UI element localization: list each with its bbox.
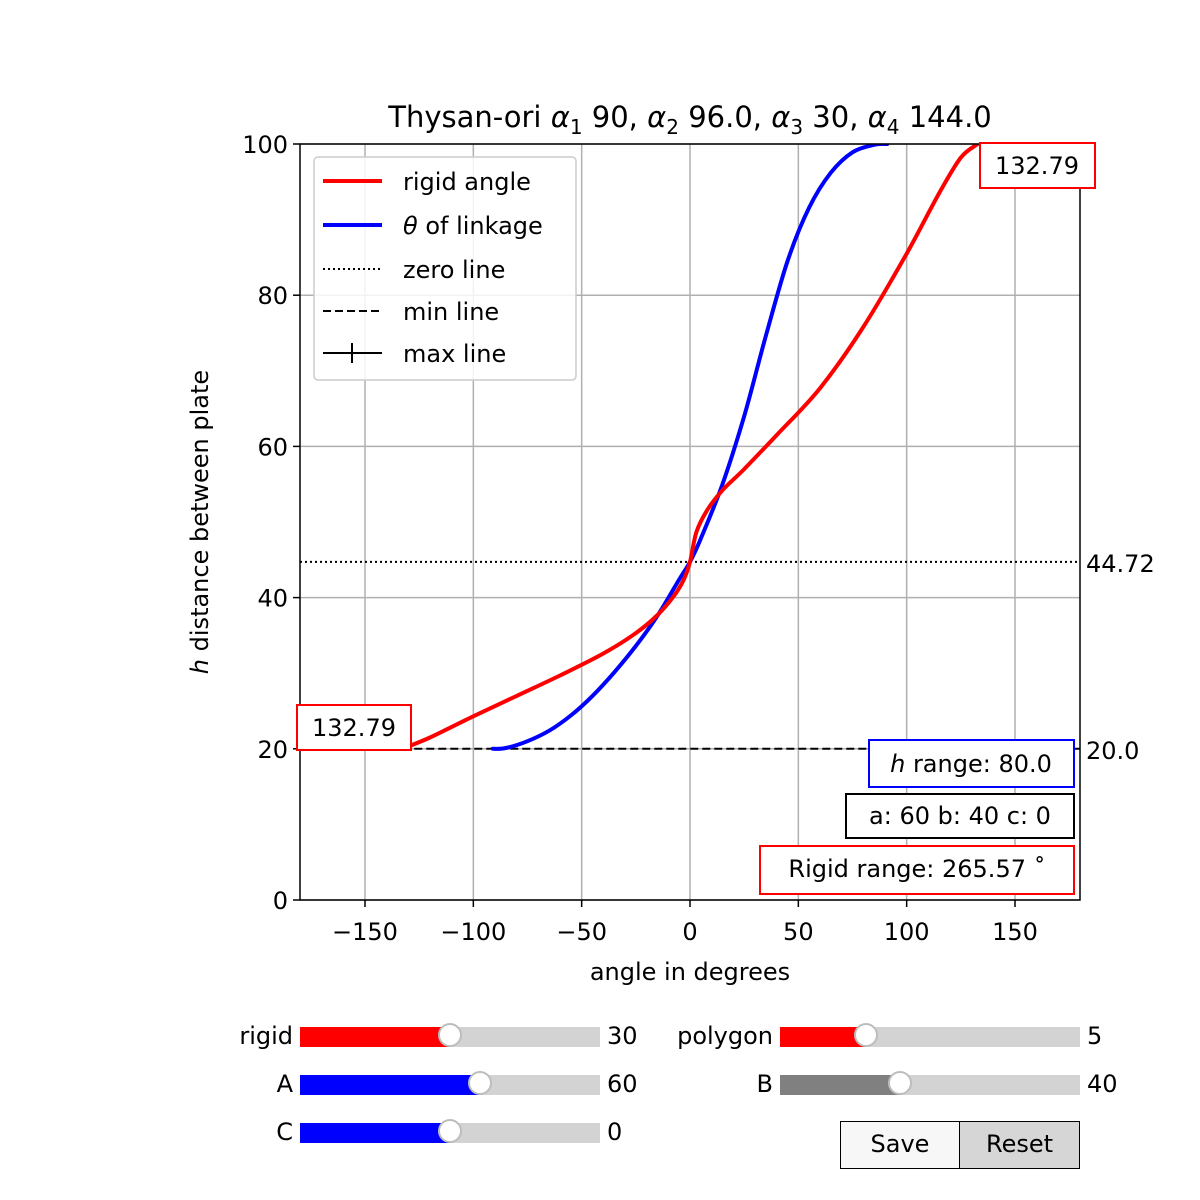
slider-value-rigid: 30 [607, 1022, 638, 1050]
legend-label-rigid: rigid angle [403, 168, 531, 196]
slider-b[interactable] [780, 1071, 1080, 1095]
slider-a[interactable] [300, 1071, 600, 1095]
zero-line-value: 44.72 [1086, 550, 1155, 578]
slider-fill-polygon [780, 1027, 866, 1047]
x-tick-label: −150 [332, 918, 398, 946]
x-tick-label: −100 [440, 918, 506, 946]
slider-value-c: 0 [607, 1118, 623, 1146]
max-angle-value: 132.79 [995, 152, 1079, 180]
slider-fill-c [300, 1123, 450, 1143]
slider-fill-b [780, 1075, 900, 1095]
y-tick-label: 0 [273, 887, 288, 915]
x-tick-label: 50 [783, 918, 814, 946]
slider-value-polygon: 5 [1087, 1022, 1103, 1050]
title-alpha-value: 90, [583, 100, 648, 134]
y-axis-label-text: distance between plate [186, 370, 214, 659]
title-alpha-symbol: α [868, 100, 887, 134]
legend-label-min: min line [403, 298, 499, 326]
title-alpha-subscript: 4 [887, 115, 900, 139]
slider-label-polygon: polygon [677, 1022, 773, 1050]
rigid-range-box [759, 845, 1075, 895]
legend-label-max: max line [403, 340, 506, 368]
legend-label-linkage: θ of linkage [403, 212, 543, 240]
title-alpha-value: 144.0 [900, 100, 992, 134]
series-rigid-angle [400, 144, 980, 751]
slider-label-b: B [756, 1070, 773, 1098]
slider-handle-c[interactable] [438, 1119, 462, 1143]
y-tick-label: 40 [257, 585, 288, 613]
slider-fill-a [300, 1075, 480, 1095]
slider-handle-b[interactable] [888, 1071, 912, 1095]
title-alpha-subscript: 2 [666, 115, 679, 139]
title-alpha-subscript: 3 [790, 115, 803, 139]
y-tick-label: 80 [257, 282, 288, 310]
save-button[interactable]: Save [840, 1121, 960, 1169]
slider-rigid[interactable] [300, 1023, 600, 1047]
title-alpha-symbol: α [647, 100, 666, 134]
y-tick-label: 60 [257, 433, 288, 461]
x-tick-label: 100 [884, 918, 930, 946]
title-alpha-symbol: α [771, 100, 790, 134]
slider-c[interactable] [300, 1119, 600, 1143]
rigid-range-text: Rigid range: 265.57 ˚ [788, 855, 1045, 883]
title-alpha-value: 30, [803, 100, 868, 134]
title-alpha-symbol: α [551, 100, 570, 134]
series-group [400, 144, 980, 751]
legend: rigid angle θ of linkage zero line min l… [313, 156, 577, 381]
slider-value-b: 40 [1087, 1070, 1118, 1098]
slider-handle-rigid[interactable] [438, 1023, 462, 1047]
abc-box [845, 793, 1075, 839]
h-range-text: h range: 80.0 [890, 750, 1052, 778]
slider-label-rigid: rigid [239, 1022, 293, 1050]
slider-handle-a[interactable] [468, 1071, 492, 1095]
h-range-box [868, 739, 1075, 788]
y-tick-label: 100 [242, 131, 288, 159]
y-tick-label: 20 [257, 736, 288, 764]
slider-label-c: C [276, 1118, 293, 1146]
y-axis-label: h distance between plate [186, 370, 214, 674]
min-angle-box [296, 704, 412, 751]
max-angle-box [979, 142, 1096, 189]
x-axis: −150 −100 −50 0 50 100 150 [332, 900, 1038, 946]
abc-text: a: 60 b: 40 c: 0 [869, 802, 1051, 830]
title-prefix: Thysan-ori [387, 100, 550, 134]
y-axis-label-symbol: h [186, 659, 214, 674]
min-angle-value: 132.79 [312, 714, 396, 742]
y-axis: 0 20 40 60 80 100 [242, 131, 300, 915]
slider-fill-rigid [300, 1027, 450, 1047]
title-alpha-value: 96.0, [679, 100, 771, 134]
x-tick-label: 150 [992, 918, 1038, 946]
slider-value-a: 60 [607, 1070, 638, 1098]
title-alpha-subscript: 1 [570, 115, 583, 139]
slider-polygon[interactable] [780, 1023, 1080, 1047]
slider-label-a: A [276, 1070, 293, 1098]
x-tick-label: −50 [556, 918, 607, 946]
x-tick-label: 0 [682, 918, 697, 946]
legend-frame [313, 156, 577, 381]
legend-label-zero: zero line [403, 256, 505, 284]
chart-title: Thysan-ori α1 90, α2 96.0, α3 30, α4 144… [387, 100, 992, 139]
min-line-value: 20.0 [1086, 737, 1139, 765]
slider-handle-polygon[interactable] [853, 1023, 878, 1047]
reset-button[interactable]: Reset [959, 1121, 1080, 1169]
x-axis-label: angle in degrees [590, 958, 790, 986]
